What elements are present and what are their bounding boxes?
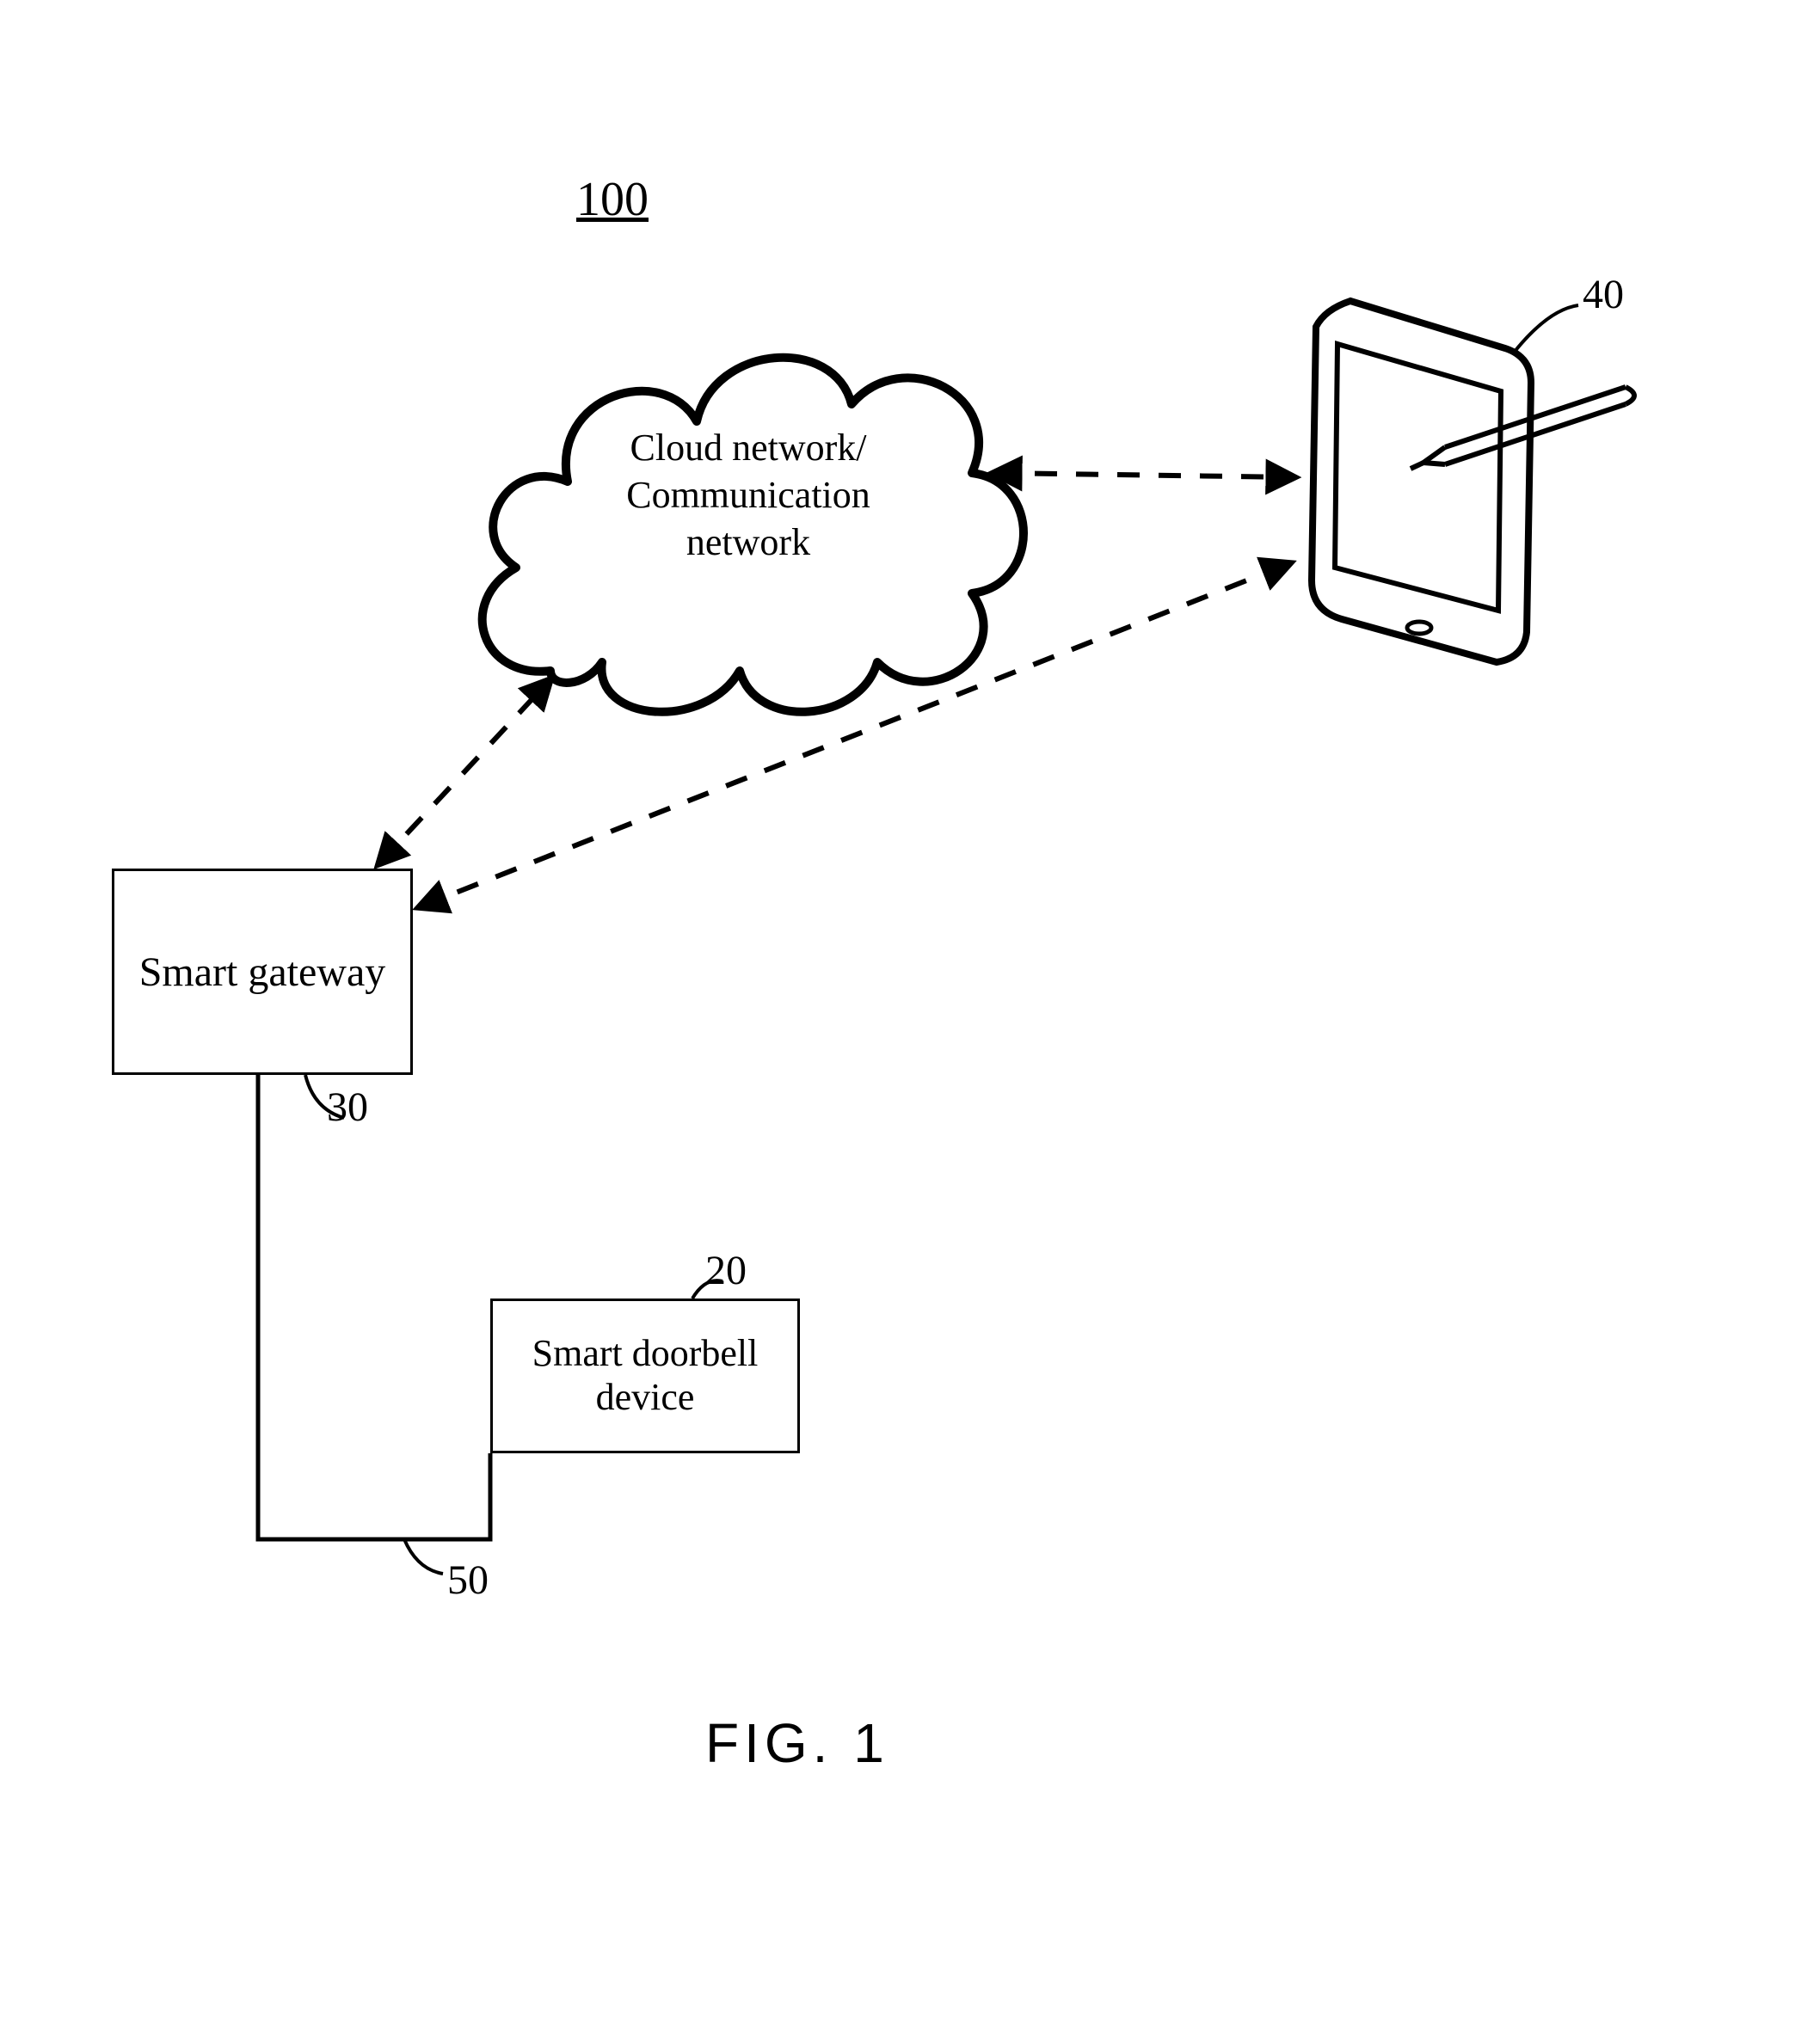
cloud-label-line3: network bbox=[686, 521, 810, 563]
gateway-node: Smart gateway bbox=[112, 869, 413, 1075]
edge-cloud-phone bbox=[993, 473, 1294, 477]
ref50-leader bbox=[404, 1539, 443, 1574]
doorbell-node: Smart doorbell device bbox=[490, 1299, 800, 1453]
diagram-canvas: 100 Smart gateway Smart doorbell device … bbox=[0, 0, 1820, 2020]
figure-title: 100 bbox=[576, 172, 649, 227]
edge-gateway-phone bbox=[419, 563, 1290, 907]
ref-30: 30 bbox=[327, 1084, 368, 1131]
ref40-leader bbox=[1514, 305, 1578, 353]
ref-20: 20 bbox=[705, 1247, 747, 1294]
cloud-node: Cloud network/ Communication network bbox=[483, 358, 1024, 712]
doorbell-label: Smart doorbell device bbox=[532, 1332, 759, 1419]
ref-50: 50 bbox=[447, 1556, 489, 1604]
edge-gateway-cloud bbox=[378, 679, 550, 864]
phone-node bbox=[1312, 301, 1634, 662]
cloud-label-line2: Communication bbox=[626, 474, 870, 516]
cloud-label-line1: Cloud network/ bbox=[630, 427, 868, 469]
gateway-label: Smart gateway bbox=[139, 949, 386, 996]
ref-40: 40 bbox=[1583, 271, 1624, 318]
edge-gateway-doorbell bbox=[258, 1075, 490, 1539]
figure-caption: FIG. 1 bbox=[705, 1711, 889, 1775]
